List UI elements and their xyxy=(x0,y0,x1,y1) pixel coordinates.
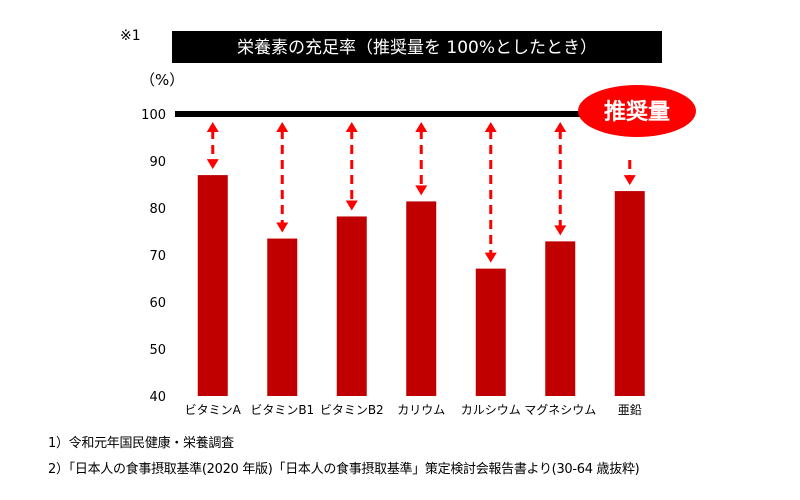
note-mark: ※1 xyxy=(120,28,141,44)
x-tick-label: ビタミンB2 xyxy=(320,403,384,417)
arrow-head-down xyxy=(484,252,497,263)
arrow-head-down xyxy=(206,159,219,170)
y-tick-label: 90 xyxy=(149,155,166,170)
y-tick-label: 60 xyxy=(149,296,166,311)
reference-label: 推奨量 xyxy=(604,100,670,125)
y-tick-label: 50 xyxy=(149,343,166,358)
arrow-head-down xyxy=(415,185,428,196)
bar xyxy=(475,268,506,396)
arrow-head-down xyxy=(276,222,289,233)
y-tick-label: 70 xyxy=(149,249,166,264)
arrow-head-down xyxy=(554,225,567,236)
x-tick-label: カリウム xyxy=(397,403,445,417)
x-tick-label: ビタミンB1 xyxy=(250,403,314,417)
title-box xyxy=(172,31,662,63)
chart-title: 栄養素の充足率（推奨量を 100%としたとき） xyxy=(237,38,597,58)
reference-badge xyxy=(578,85,696,137)
x-tick-label: マグネシウム xyxy=(524,403,596,417)
arrow-head-up xyxy=(206,122,219,132)
arrow-head-up xyxy=(345,122,358,132)
bar xyxy=(406,201,437,396)
arrow-head-down xyxy=(623,175,636,186)
bar xyxy=(336,216,367,396)
x-tick-label: 亜鉛 xyxy=(618,403,642,417)
y-tick-label: 80 xyxy=(149,202,166,217)
arrow-head-up xyxy=(276,122,289,132)
footnote-1: 1）令和元年国民健康・栄養調査 xyxy=(48,436,234,451)
footnote-2: 2）「日本人の食事摂取基準(2020 年版)「日本人の食事摂取基準」策定検討会報… xyxy=(48,462,640,477)
bar xyxy=(545,241,576,396)
arrow-head-up xyxy=(484,122,497,132)
arrow-head-up xyxy=(554,122,567,132)
x-tick-label: ビタミンA xyxy=(185,403,242,417)
y-axis-label: （%） xyxy=(140,71,184,89)
bar xyxy=(267,238,298,396)
arrow-head-down xyxy=(345,200,358,211)
y-tick-label: 40 xyxy=(149,390,166,405)
bar xyxy=(614,191,645,396)
arrow-head-up xyxy=(415,122,428,132)
x-tick-label: カルシウム xyxy=(461,403,521,417)
y-tick-label: 100 xyxy=(141,108,166,123)
bar xyxy=(197,175,228,396)
